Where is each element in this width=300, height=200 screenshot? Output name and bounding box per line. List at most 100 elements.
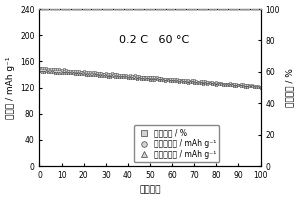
Point (112, 75, 117, 79)
Point (196, 82, 201, 85)
Point (134, 7, 139, 11)
Point (150, 78, 154, 82)
Point (101, 74, 106, 78)
Point (167, 77, 172, 81)
Point (152, 78, 157, 81)
Point (245, 83, 250, 86)
Point (238, 83, 243, 86)
Point (205, 82, 210, 85)
Point (143, 75, 148, 78)
Point (114, 72, 119, 76)
Point (83, 7, 88, 11)
Point (240, 84, 245, 88)
Point (230, 84, 234, 87)
Point (70, 72, 75, 75)
Point (181, 7, 186, 11)
Point (192, 82, 197, 85)
Point (59, 69, 64, 72)
Point (59, 72, 64, 75)
Point (61, 7, 66, 11)
Point (75, 69, 80, 73)
Point (163, 79, 168, 82)
Point (123, 75, 128, 79)
Point (44, 67, 49, 70)
Point (66, 69, 70, 72)
Point (205, 7, 210, 11)
Point (52, 67, 57, 70)
Point (150, 7, 154, 11)
Point (139, 75, 144, 78)
Point (172, 79, 177, 83)
Point (50, 68, 55, 71)
Point (55, 7, 60, 11)
Point (163, 7, 168, 11)
Point (220, 7, 225, 11)
Point (103, 7, 108, 11)
Point (72, 69, 77, 73)
Point (57, 71, 62, 74)
Point (172, 78, 177, 81)
Point (236, 84, 241, 87)
Point (119, 74, 124, 77)
Point (57, 7, 62, 11)
Point (123, 74, 128, 77)
Point (77, 70, 82, 73)
Point (108, 7, 112, 11)
Point (141, 75, 146, 78)
Point (55, 68, 60, 71)
Point (176, 7, 181, 11)
Point (148, 75, 152, 78)
Point (216, 81, 221, 84)
Point (150, 75, 154, 79)
Point (90, 74, 95, 77)
Point (251, 84, 256, 87)
Point (161, 7, 166, 11)
Point (121, 7, 126, 11)
Point (90, 71, 95, 74)
Point (52, 71, 57, 74)
Point (225, 83, 230, 86)
Point (136, 7, 141, 11)
Point (256, 7, 261, 11)
Point (117, 73, 122, 76)
Point (203, 80, 208, 83)
Point (46, 71, 51, 74)
Point (201, 7, 206, 11)
Point (94, 7, 99, 11)
Point (249, 7, 254, 11)
Point (92, 71, 97, 74)
Point (92, 7, 97, 11)
Point (66, 7, 70, 11)
Point (132, 7, 137, 11)
Point (163, 77, 168, 80)
Point (232, 7, 236, 11)
Point (245, 85, 250, 88)
Point (240, 7, 245, 11)
Point (227, 84, 232, 87)
Point (220, 83, 225, 87)
Point (230, 82, 234, 85)
Point (110, 7, 115, 11)
Y-axis label: 比容量 / mAh g⁻¹: 比容量 / mAh g⁻¹ (6, 56, 15, 119)
Point (223, 83, 228, 86)
Point (136, 74, 141, 78)
Point (68, 71, 73, 75)
Point (232, 84, 236, 87)
Point (108, 73, 112, 76)
Point (37, 7, 42, 11)
Point (101, 7, 106, 11)
Point (172, 7, 177, 11)
Point (196, 7, 201, 11)
Point (198, 79, 203, 83)
Point (223, 82, 228, 85)
Point (61, 68, 66, 71)
Point (108, 75, 112, 78)
Point (66, 72, 70, 75)
Point (254, 85, 259, 88)
Point (134, 77, 139, 80)
Point (86, 71, 91, 74)
Point (64, 71, 68, 74)
Point (41, 70, 46, 73)
Point (110, 75, 115, 78)
Point (39, 7, 44, 11)
